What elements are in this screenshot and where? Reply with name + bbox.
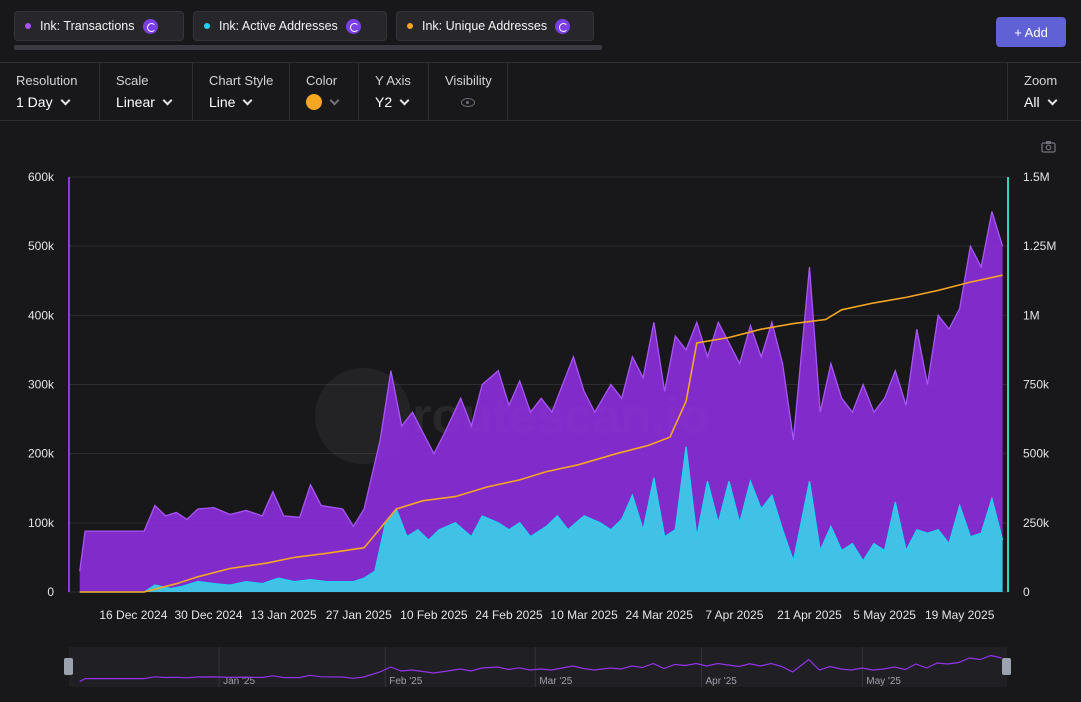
chevron-down-icon [399,95,410,105]
series-chip-label: Ink: Unique Addresses [422,19,548,33]
zoom-label: Zoom [1024,73,1058,88]
x-tick-label: 27 Jan 2025 [326,608,392,622]
chevron-down-icon [329,95,340,105]
x-tick-label: 10 Mar 2025 [550,608,618,622]
y-left-tick-label: 400k [28,308,55,322]
series-color-dot [204,23,210,29]
series-chip-transactions[interactable]: Ink: Transactions [14,11,184,41]
chip-scrollbar[interactable] [14,45,602,50]
series-color-dot [25,23,31,29]
x-tick-label: 5 May 2025 [853,608,916,622]
eye-icon[interactable] [461,98,475,107]
x-tick-label: 7 Apr 2025 [705,608,763,622]
x-tick-label: 13 Jan 2025 [251,608,317,622]
scale-value: Linear [116,94,155,110]
visibility-control[interactable]: Visibility [429,63,508,120]
ink-logo-icon [142,18,158,34]
x-tick-label: 16 Dec 2024 [99,608,167,622]
y-axis-value: Y2 [375,94,393,110]
scale-label: Scale [116,73,149,88]
y-axis-label: Y Axis [375,73,411,88]
color-swatch[interactable] [306,94,322,110]
chevron-down-icon [1047,95,1058,105]
series-chip-active-addresses[interactable]: Ink: Active Addresses [193,11,387,41]
navigator-series-line [79,654,1002,683]
ink-logo-icon [555,18,571,34]
zoom-value: All [1024,94,1040,110]
y-left-tick-label: 0 [47,585,54,599]
x-tick-label: 24 Mar 2025 [626,608,694,622]
y-right-tick-label: 250k [1023,516,1050,530]
y-left-tick-label: 600k [28,170,55,184]
y-right-tick-label: 1M [1023,308,1040,322]
navigator-tick-label: Apr '25 [705,676,737,687]
axes: 0 100k 200k 300k 400k 500k 600k 0 250k 500k 750k 1M… [28,170,1056,622]
y-right-tick-label: 1.25M [1023,239,1056,253]
chevron-down-icon [60,95,71,105]
series-line-unique-addresses [79,274,1003,593]
y-left-tick-label: 500k [28,239,55,253]
series-bar: Ink: Transactions Ink: Active Addresses … [0,0,1081,62]
x-tick-label: 24 Feb 2025 [475,608,543,622]
series-layer [79,211,1004,593]
y-left-tick-label: 100k [28,516,55,530]
chart-controls: Resolution 1 Day Scale Linear Chart Styl… [0,62,1081,121]
series-area-active-addresses [79,446,1003,592]
zoom-control[interactable]: Zoom All [1007,63,1081,120]
scrollbar-thumb[interactable] [14,45,602,50]
y-right-tick-label: 500k [1023,447,1050,461]
range-navigator[interactable]: Jan '25 Feb '25 Mar '25 Apr '25 May '25 [64,647,1011,687]
y-axis-control[interactable]: Y Axis Y2 [359,63,429,120]
x-tick-label: 30 Dec 2024 [174,608,242,622]
chart-canvas[interactable]: routescan.io 0100k200k300k400k500k600k02… [0,122,1081,702]
navigator-tick-label: Feb '25 [389,676,422,687]
y-right-tick-label: 0 [1023,585,1030,599]
series-line-active-addresses [79,446,1004,593]
y-right-tick-label: 1.5M [1023,170,1050,184]
chart-style-control[interactable]: Chart Style Line [193,63,290,120]
navigator-background [69,647,1007,687]
color-label: Color [306,73,338,88]
ink-logo-icon [345,18,361,34]
navigator-tick-label: May '25 [866,676,901,687]
chevron-down-icon [162,95,173,105]
y-right-tick-label: 750k [1023,378,1050,392]
visibility-label: Visibility [445,73,492,88]
series-color-dot [407,23,413,29]
navigator-tick-label: Jan '25 [223,676,255,687]
color-control[interactable]: Color [290,63,359,120]
x-tick-label: 21 Apr 2025 [777,608,842,622]
resolution-label: Resolution [16,73,78,88]
series-line-transactions [79,211,1004,572]
series-chip-label: Ink: Transactions [40,19,135,33]
series-chip-unique-addresses[interactable]: Ink: Unique Addresses [396,11,594,41]
chart-style-label: Chart Style [209,73,274,88]
chart-style-value: Line [209,94,236,110]
resolution-control[interactable]: Resolution 1 Day [0,63,100,120]
chevron-down-icon [243,95,253,105]
series-chip-label: Ink: Active Addresses [219,19,338,33]
navigator-handle-left[interactable] [64,658,73,675]
y-left-tick-label: 300k [28,378,55,392]
scale-control[interactable]: Scale Linear [100,63,193,120]
add-series-button[interactable]: + Add [996,17,1066,47]
y-left-tick-label: 200k [28,447,55,461]
camera-icon[interactable] [1041,141,1056,153]
x-tick-label: 10 Feb 2025 [400,608,468,622]
x-tick-label: 19 May 2025 [925,608,995,622]
navigator-tick-label: Mar '25 [539,676,572,687]
navigator-handle-right[interactable] [1002,658,1011,675]
resolution-value: 1 Day [16,94,53,110]
